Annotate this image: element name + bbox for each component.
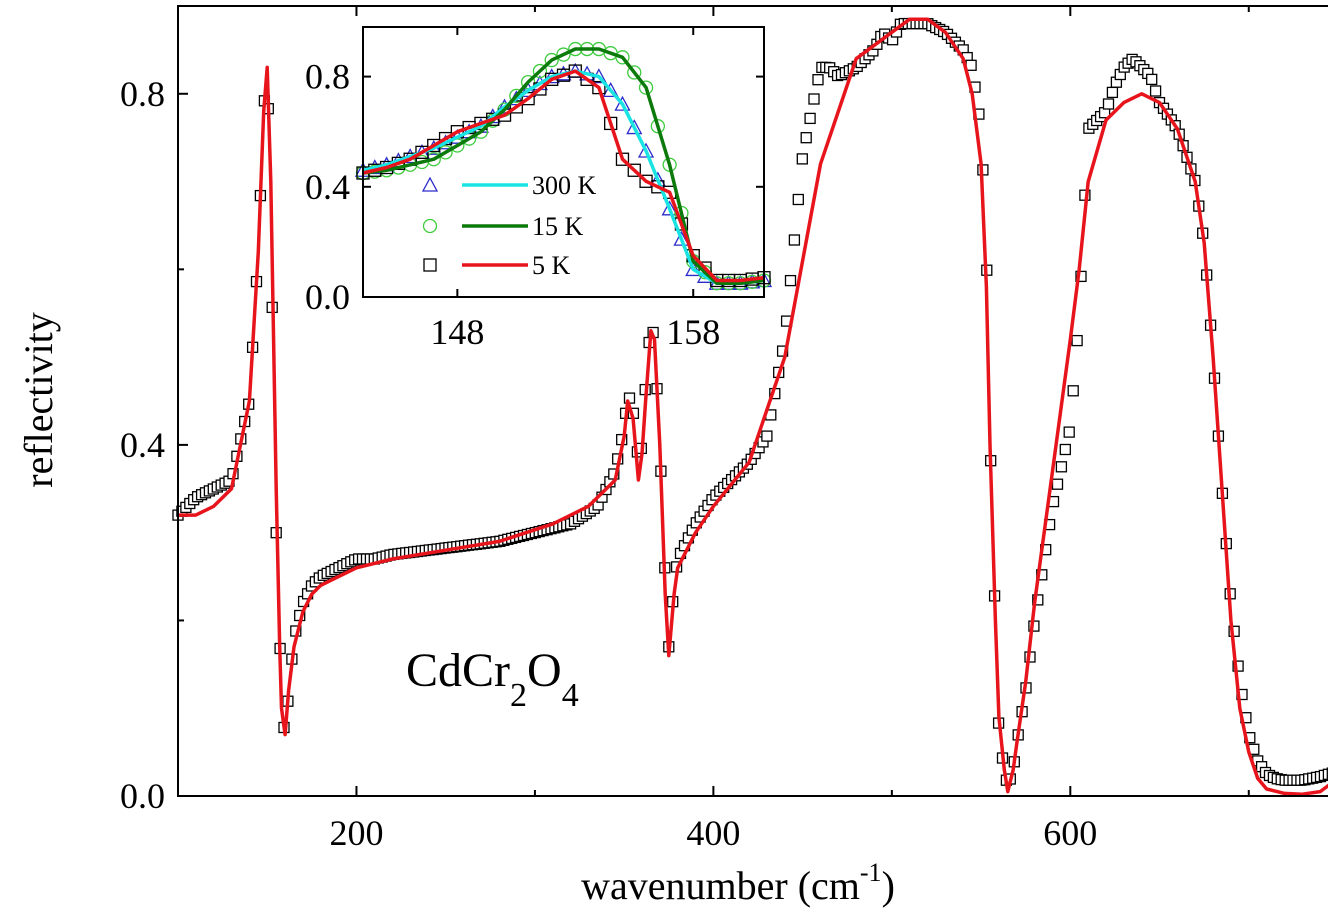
y-axis-label: reflectivity bbox=[16, 312, 61, 487]
data-point bbox=[1149, 85, 1162, 97]
compound-label-base: CdCr bbox=[406, 644, 510, 697]
data-point bbox=[1071, 334, 1083, 347]
compound-label-sub2: 4 bbox=[562, 677, 579, 714]
inset-data-point bbox=[532, 63, 548, 79]
data-point bbox=[1075, 270, 1087, 283]
inset-legend: 300 K 15 K 5 K bbox=[421, 171, 597, 280]
x-axis-label-close: ) bbox=[882, 863, 895, 908]
data-point bbox=[804, 112, 816, 125]
data-point bbox=[1059, 443, 1071, 456]
inset-data-point bbox=[627, 163, 641, 177]
data-point bbox=[1146, 73, 1158, 86]
data-point bbox=[1106, 86, 1119, 99]
inset-data-point bbox=[509, 100, 523, 114]
inset-curve bbox=[362, 69, 765, 283]
x-axis-label-main: wavenumber (cm bbox=[581, 863, 860, 908]
inset-data-point bbox=[685, 261, 702, 277]
data-point bbox=[792, 193, 804, 206]
main-plot: 200 400 600 0.0 0.4 0.8 reflectivity wavenum… bbox=[16, 5, 1328, 908]
y-tick-label: 0.0 bbox=[120, 776, 165, 816]
data-point bbox=[788, 234, 801, 246]
data-point bbox=[1322, 768, 1328, 780]
inset-data-point bbox=[604, 116, 618, 131]
main-plot-frame bbox=[177, 5, 1328, 797]
main-x-ticks: 200 400 600 bbox=[329, 6, 1250, 853]
inset-data-point bbox=[615, 152, 630, 166]
inset-data-point bbox=[650, 119, 666, 134]
inset-x-tick-label: 148 bbox=[430, 312, 484, 352]
data-point bbox=[1067, 385, 1079, 397]
x-tick-label: 600 bbox=[1043, 813, 1097, 853]
inset-y-tick-label: 0.4 bbox=[305, 167, 350, 207]
y-tick-label: 0.4 bbox=[120, 425, 165, 465]
inset-data-point bbox=[602, 81, 619, 98]
inset-data-point bbox=[673, 230, 690, 246]
inset-background bbox=[363, 27, 764, 297]
inset-data-point bbox=[626, 119, 643, 135]
data-point bbox=[1051, 478, 1064, 490]
x-tick-label: 200 bbox=[329, 813, 383, 853]
data-point bbox=[1063, 426, 1075, 438]
compound-label: CdCr2O4 bbox=[406, 644, 579, 714]
x-axis-label: wavenumber (cm-1) bbox=[581, 858, 895, 908]
legend-label: 5 K bbox=[532, 251, 571, 280]
inset-data-point bbox=[544, 52, 559, 68]
inset-data-point bbox=[661, 200, 678, 216]
compound-label-mid: O bbox=[527, 644, 562, 697]
main-y-ticks: 0.0 0.4 0.8 bbox=[120, 74, 188, 816]
main-fit-curve bbox=[178, 17, 1328, 796]
inset-data-point bbox=[614, 95, 631, 111]
data-point bbox=[1032, 594, 1044, 606]
inset-y-tick-label: 0.8 bbox=[305, 57, 350, 97]
inset-lines bbox=[362, 47, 765, 285]
inset-plot: 148 158 0.0 0.4 0.8 300 K 15 K 5 K bbox=[305, 26, 773, 352]
inset-frame bbox=[362, 26, 765, 298]
y-tick-label: 0.8 bbox=[120, 74, 165, 114]
compound-label-sub1: 2 bbox=[510, 677, 527, 714]
inset-x-tick-label: 158 bbox=[666, 312, 720, 352]
legend-marker bbox=[421, 176, 439, 192]
inset-data-point bbox=[615, 50, 630, 65]
data-point bbox=[784, 274, 797, 287]
inset-data-point bbox=[415, 145, 429, 160]
legend-marker bbox=[422, 218, 438, 234]
inset-data-point bbox=[637, 142, 655, 158]
legend-label: 300 K bbox=[532, 171, 597, 200]
legend-marker bbox=[423, 258, 437, 272]
inset-y-tick-label: 0.0 bbox=[305, 277, 350, 317]
x-axis-label-sup: -1 bbox=[860, 858, 882, 887]
inset-curve bbox=[362, 47, 765, 285]
inset-data-point bbox=[627, 65, 642, 80]
data-point bbox=[796, 153, 808, 165]
data-point bbox=[761, 430, 773, 442]
data-point bbox=[800, 132, 812, 144]
x-tick-label: 400 bbox=[686, 813, 740, 853]
inset-y-ticks: 0.0 0.4 0.8 bbox=[305, 57, 764, 317]
inset-data-point bbox=[592, 80, 606, 95]
inset-x-ticks: 148 158 bbox=[430, 27, 720, 352]
inset-data-point bbox=[556, 47, 571, 62]
inset-data-point bbox=[521, 91, 535, 106]
data-point bbox=[808, 93, 820, 105]
inset-data-point bbox=[438, 145, 453, 160]
data-point bbox=[1232, 660, 1244, 672]
data-point bbox=[965, 59, 977, 71]
data-point bbox=[1102, 98, 1115, 110]
legend-label: 15 K bbox=[532, 212, 584, 241]
inset-data-point bbox=[638, 80, 654, 95]
data-point bbox=[812, 74, 824, 86]
data-point bbox=[1055, 461, 1068, 473]
